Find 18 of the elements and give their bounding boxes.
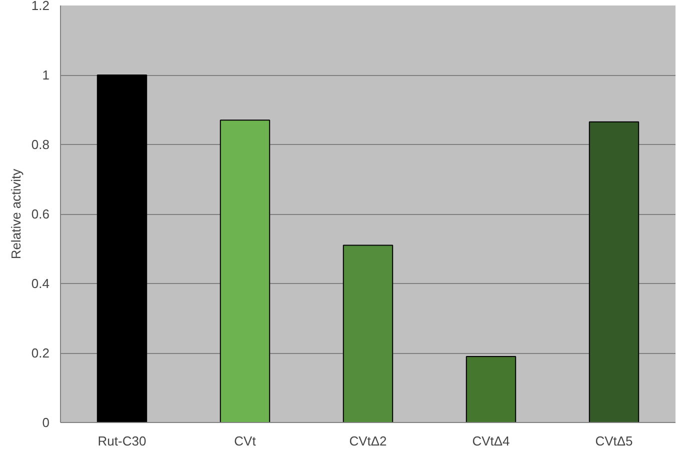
x-tick-label: CVtΔ2 (349, 434, 387, 448)
y-tick-label: 1.2 (31, 0, 50, 13)
bar (220, 120, 270, 422)
y-tick-label: 0.8 (31, 137, 50, 152)
bar (342, 244, 394, 422)
y-tick-label: 0.2 (31, 346, 50, 360)
y-axis-title: Relative activity (8, 168, 24, 260)
bar (96, 74, 148, 422)
bar (466, 356, 516, 422)
y-tick-label: 1 (42, 68, 50, 82)
x-tick-label: Rut-C30 (98, 434, 146, 448)
y-tick-label: 0.4 (31, 276, 50, 291)
x-tick-label: CVtΔ4 (472, 434, 510, 448)
y-tick-label: 0 (42, 415, 50, 430)
x-tick-label: CVt (234, 434, 256, 448)
x-tick-label: CVtΔ5 (595, 434, 633, 448)
bar (588, 121, 640, 422)
y-tick-label: 0.6 (31, 206, 50, 222)
